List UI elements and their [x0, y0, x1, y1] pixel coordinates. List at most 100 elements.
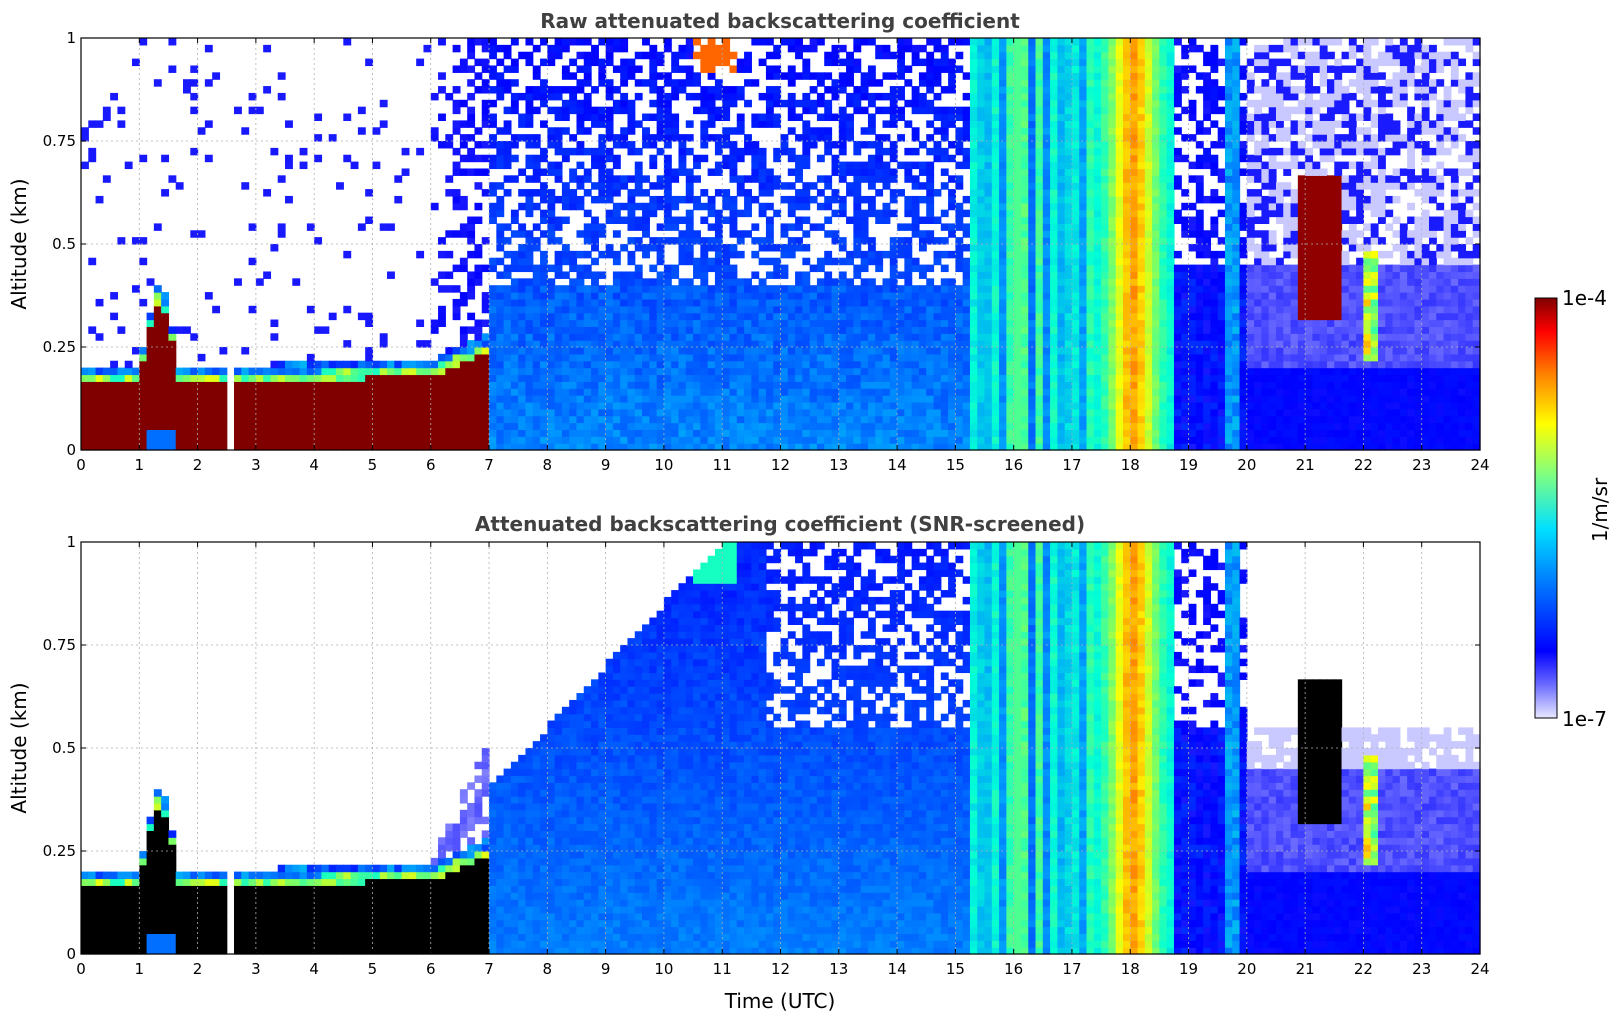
- heatmap-cell: [889, 195, 898, 204]
- heatmap-cell: [729, 202, 738, 211]
- heatmap-cell: [795, 202, 803, 211]
- heatmap-cell: [459, 134, 468, 142]
- heatmap-cell: [948, 436, 956, 444]
- heatmap-cell: [1071, 408, 1080, 417]
- heatmap-cell: [1079, 209, 1088, 218]
- heatmap-cell: [321, 415, 330, 424]
- heatmap-cell: [605, 175, 614, 183]
- heatmap-cell: [744, 347, 752, 355]
- heatmap-cell: [583, 360, 592, 369]
- heatmap-cell: [1042, 422, 1051, 430]
- heatmap-cell: [1013, 141, 1022, 149]
- heatmap-cell: [926, 285, 935, 293]
- heatmap-cell: [911, 360, 920, 369]
- heatmap-cell: [1093, 360, 1102, 369]
- heatmap-cell: [583, 415, 592, 424]
- heatmap-cell: [984, 92, 993, 101]
- heatmap-cell: [365, 374, 374, 382]
- heatmap-cell: [926, 161, 935, 170]
- heatmap-cell: [1006, 353, 1015, 362]
- heatmap-cell: [81, 395, 89, 403]
- heatmap-cell: [197, 395, 206, 403]
- heatmap-cell: [1079, 415, 1088, 424]
- heatmap-cell: [642, 360, 650, 369]
- heatmap-cell: [948, 347, 956, 355]
- heatmap-cell: [525, 401, 534, 410]
- heatmap-cell: [933, 141, 942, 149]
- heatmap-cell: [860, 257, 869, 266]
- heatmap-cell: [1006, 44, 1015, 53]
- heatmap-cell: [795, 113, 803, 121]
- heatmap-cell: [700, 340, 709, 348]
- heatmap-cell: [831, 408, 840, 417]
- heatmap-cell: [707, 223, 716, 231]
- heatmap-cell: [357, 106, 366, 115]
- heatmap-cell: [1013, 271, 1022, 279]
- heatmap-cell: [285, 415, 293, 424]
- heatmap-cell: [926, 340, 935, 348]
- heatmap-cell: [860, 319, 869, 327]
- heatmap-cell: [918, 374, 927, 382]
- heatmap-cell: [190, 147, 199, 156]
- heatmap-cell: [948, 429, 956, 437]
- heatmap-cell: [926, 79, 935, 87]
- heatmap-cell: [598, 271, 607, 279]
- heatmap-cell: [911, 182, 920, 190]
- heatmap-cell: [1050, 106, 1058, 115]
- heatmap-cell: [962, 134, 971, 142]
- heatmap-cell: [467, 326, 476, 334]
- heatmap-cell: [889, 120, 898, 128]
- heatmap-cell: [481, 292, 490, 300]
- heatmap-cell: [1093, 250, 1102, 259]
- heatmap-cell: [591, 381, 599, 389]
- heatmap-cell: [809, 319, 818, 327]
- heatmap-cell: [459, 298, 468, 307]
- heatmap-cell: [489, 408, 497, 417]
- heatmap-cell: [372, 381, 381, 389]
- heatmap-cell: [693, 436, 701, 444]
- heatmap-cell: [1093, 374, 1102, 382]
- heatmap-cell: [1079, 340, 1088, 348]
- heatmap-cell: [926, 381, 935, 389]
- heatmap-cell: [554, 340, 563, 348]
- heatmap-cell: [554, 312, 563, 321]
- heatmap-cell: [1093, 415, 1102, 424]
- heatmap-cell: [787, 92, 796, 101]
- heatmap-cell: [969, 347, 978, 355]
- heatmap-cell: [707, 99, 716, 108]
- heatmap-cell: [277, 408, 286, 417]
- heatmap-cell: [146, 443, 155, 451]
- heatmap-cell: [605, 326, 614, 334]
- heatmap-cell: [496, 223, 505, 231]
- heatmap-cell: [598, 113, 607, 121]
- heatmap-cell: [408, 401, 417, 410]
- heatmap-cell: [452, 401, 461, 410]
- heatmap-cell: [678, 401, 687, 410]
- heatmap-cell: [736, 292, 745, 300]
- heatmap-cell: [605, 401, 614, 410]
- heatmap-cell: [379, 401, 388, 410]
- heatmap-cell: [802, 367, 811, 376]
- heatmap-cell: [438, 408, 446, 417]
- heatmap-cell: [802, 106, 811, 115]
- heatmap-cell: [948, 326, 956, 334]
- heatmap-cell: [452, 264, 461, 273]
- heatmap-cell: [561, 326, 570, 334]
- heatmap-cell: [510, 353, 519, 362]
- heatmap-cell: [1020, 319, 1029, 327]
- heatmap-cell: [940, 154, 949, 163]
- heatmap-cell: [816, 134, 825, 142]
- heatmap-cell: [816, 353, 825, 362]
- heatmap-cell: [525, 264, 534, 273]
- heatmap-cell: [656, 120, 665, 128]
- heatmap-cell: [802, 408, 811, 417]
- heatmap-cell: [1028, 161, 1037, 170]
- heatmap-cell: [940, 51, 949, 60]
- heatmap-cell: [977, 175, 986, 183]
- heatmap-cell: [314, 408, 323, 417]
- heatmap-cell: [889, 298, 898, 307]
- heatmap-cell: [598, 408, 607, 417]
- heatmap-cell: [765, 86, 774, 94]
- heatmap-cell: [95, 415, 104, 424]
- heatmap-cell: [357, 381, 366, 389]
